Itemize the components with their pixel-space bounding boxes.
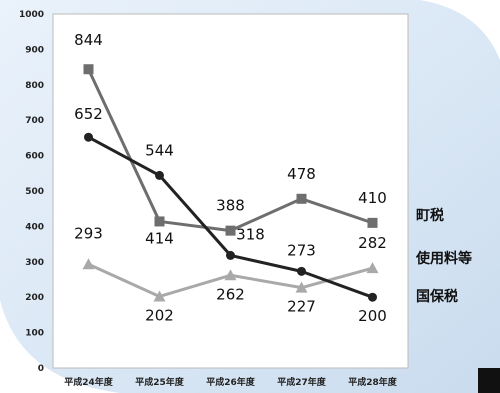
x-tick-label: 平成25年度 — [135, 376, 185, 388]
data-point — [154, 216, 165, 227]
data-point — [225, 225, 236, 236]
y-tick-label: 500 — [25, 187, 44, 197]
data-label: 410 — [358, 189, 387, 207]
x-axis-ticks: 平成24年度 平成25年度 平成26年度 平成27年度 平成28年度 — [64, 376, 398, 388]
data-label: 318 — [236, 225, 265, 243]
data-label: 262 — [216, 285, 245, 303]
data-label: 227 — [287, 298, 316, 316]
data-label: 273 — [287, 241, 316, 259]
data-point — [367, 217, 378, 228]
data-labels: 844 414 388 478 410 293 202 262 227 282 652 544 318 2… — [74, 31, 387, 325]
data-label: 544 — [145, 141, 174, 159]
data-point — [297, 266, 306, 276]
data-label: 282 — [358, 234, 387, 252]
data-point — [153, 290, 166, 302]
corner-block — [478, 368, 500, 393]
data-label: 200 — [358, 307, 387, 325]
data-label: 202 — [145, 306, 174, 324]
data-point — [84, 132, 93, 142]
data-point — [296, 193, 307, 204]
data-label: 293 — [74, 224, 103, 242]
data-point — [155, 170, 164, 180]
data-point — [295, 281, 308, 293]
data-label: 844 — [74, 31, 103, 49]
series-layer — [82, 64, 379, 302]
x-tick-label: 平成28年度 — [348, 376, 398, 388]
data-point — [366, 262, 379, 274]
corner-arc-bottom-left — [0, 300, 120, 393]
y-tick-label: 0 — [38, 364, 44, 374]
corner-arc-top-right — [420, 0, 500, 60]
data-point — [368, 292, 377, 302]
data-label: 478 — [287, 165, 316, 183]
y-tick-label: 900 — [25, 45, 44, 55]
x-tick-label: 平成26年度 — [206, 376, 256, 388]
y-tick-label: 200 — [25, 293, 44, 303]
data-point — [83, 64, 94, 75]
y-tick-label: 100 — [25, 329, 44, 339]
y-tick-label: 400 — [25, 222, 44, 232]
y-tick-label: 700 — [25, 116, 44, 126]
y-tick-label: 1000 — [19, 10, 44, 20]
legend-label: 町税 — [416, 207, 444, 224]
x-tick-label: 平成24年度 — [64, 376, 114, 388]
legend-label: 国保税 — [416, 288, 458, 305]
y-tick-label: 800 — [25, 81, 44, 91]
legend-label: 使用料等 — [415, 250, 472, 267]
y-axis-ticks: 0 100 200 300 400 500 600 700 800 900 1000 — [19, 10, 44, 374]
data-point — [82, 258, 95, 270]
data-label: 388 — [216, 197, 245, 215]
plot-area — [52, 13, 409, 369]
y-tick-label: 600 — [25, 152, 44, 162]
data-point — [224, 269, 237, 281]
x-tick-label: 平成27年度 — [277, 376, 327, 388]
data-label: 414 — [145, 229, 174, 247]
y-tick-label: 300 — [25, 258, 44, 268]
data-label: 652 — [74, 105, 103, 123]
data-point — [226, 250, 235, 260]
